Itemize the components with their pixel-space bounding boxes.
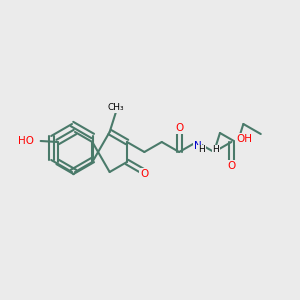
Text: OH: OH	[236, 134, 252, 144]
Text: O: O	[140, 169, 149, 179]
Text: N: N	[194, 141, 201, 151]
Text: HO: HO	[18, 136, 34, 146]
Text: CH₃: CH₃	[107, 103, 124, 112]
Text: H: H	[213, 146, 219, 154]
Text: H: H	[198, 146, 205, 154]
Text: O: O	[175, 123, 183, 133]
Text: O: O	[227, 161, 236, 171]
